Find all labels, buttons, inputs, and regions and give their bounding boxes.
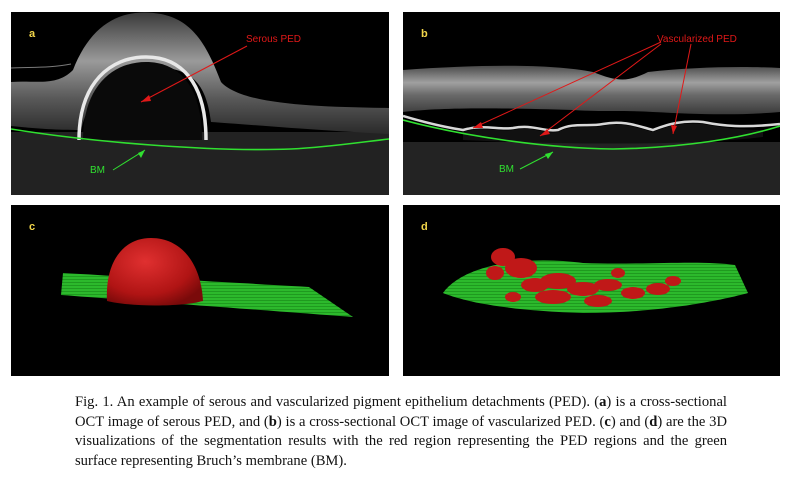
panel-a: a Serous PED BM: [11, 12, 389, 195]
3d-visualization-vascularized: [443, 248, 748, 313]
panel-label-c: c: [29, 221, 36, 233]
panel-label-b: b: [421, 28, 428, 40]
panel-label-d: d: [421, 221, 428, 233]
caption-ref-d: d: [649, 413, 658, 430]
caption-ref-c: c: [604, 413, 611, 430]
oct-image-vascularized: [403, 41, 780, 195]
panel-label-a: a: [29, 28, 36, 40]
bm-label-b: BM: [499, 164, 514, 175]
serous-ped-label: Serous PED: [246, 34, 302, 45]
panel-b: b Vascularized PED BM: [403, 12, 780, 195]
figure-caption: Fig. 1. An example of serous and vascula…: [75, 393, 727, 471]
caption-ref-b: b: [268, 413, 277, 430]
oct-image-serous: [11, 12, 389, 195]
caption-ref-a: a: [599, 394, 607, 410]
panel-d: d: [403, 205, 780, 376]
caption-text: ) are the 3D visualizations of the segme…: [75, 413, 727, 469]
3d-visualization-serous: [61, 238, 353, 317]
caption-text: Fig. 1. An example of serous and vascula…: [75, 394, 600, 410]
caption-text: ) is a cross-sectional OCT image of vasc…: [276, 413, 605, 430]
caption-text: ) and (: [610, 413, 650, 430]
bm-label-a: BM: [90, 165, 105, 176]
panel-c: c: [11, 205, 389, 376]
vascularized-ped-label: Vascularized PED: [657, 34, 737, 45]
caption-text: ) is a cross-sectional OCT image of sero…: [75, 394, 727, 430]
